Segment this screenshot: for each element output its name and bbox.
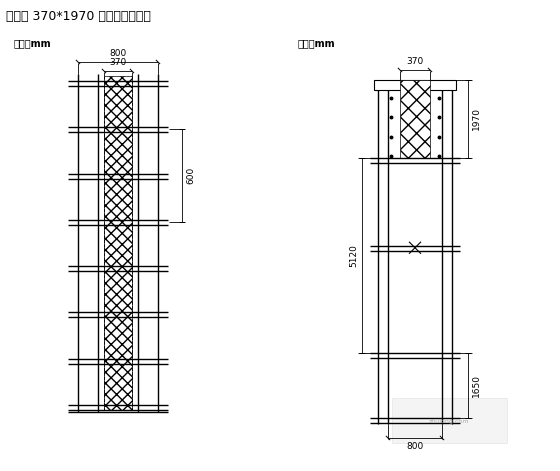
- Text: 1650: 1650: [472, 374, 481, 397]
- Text: 单位：mm: 单位：mm: [14, 38, 52, 48]
- Text: 600: 600: [186, 167, 195, 184]
- Text: 370: 370: [407, 57, 423, 66]
- Text: 370: 370: [109, 58, 127, 67]
- Text: 800: 800: [407, 442, 423, 451]
- Bar: [392, 398, 507, 443]
- Text: zhulong.com: zhulong.com: [429, 419, 469, 423]
- Bar: [104, 76, 132, 410]
- Text: 单位：mm: 单位：mm: [298, 38, 335, 48]
- Text: 800: 800: [109, 49, 127, 58]
- Text: 1970: 1970: [472, 107, 481, 130]
- Bar: [374, 80, 456, 90]
- Bar: [400, 80, 430, 158]
- Text: 框架梁 370*1970 模板支架计算书: 框架梁 370*1970 模板支架计算书: [6, 10, 151, 23]
- Text: 5120: 5120: [349, 244, 358, 267]
